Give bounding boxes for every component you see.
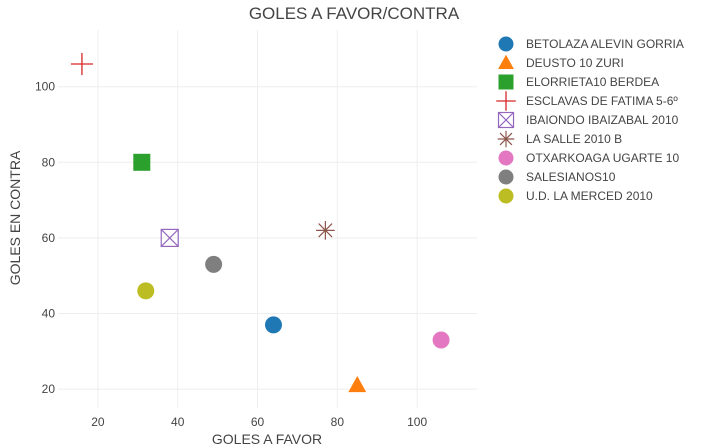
legend-symbol: [498, 54, 514, 69]
legend-item: BETOLAZA ALEVIN GORRIA: [498, 36, 684, 52]
data-point: [316, 220, 335, 240]
y-axis-title: GOLES EN CONTRA: [7, 150, 23, 285]
legend-item: OTXARKOAGA UGARTE 10: [498, 150, 679, 166]
legend-item: DEUSTO 10 ZURI: [498, 54, 624, 70]
x-tick-label: 80: [331, 415, 345, 429]
x-tick-label: 60: [251, 415, 265, 429]
legend-label: IBAIONDO IBAIZABAL 2010: [526, 113, 679, 127]
data-point: [133, 153, 151, 171]
legend-symbol: [496, 91, 516, 111]
y-tick-label: 20: [42, 382, 56, 396]
y-tick-label: 40: [42, 307, 56, 321]
data-points: [70, 52, 450, 393]
y-tick-label: 60: [42, 231, 56, 245]
marker-stroke: [160, 228, 179, 247]
legend-symbol: [498, 150, 514, 166]
y-tick-label: 100: [35, 80, 55, 94]
x-tick-label: 100: [407, 415, 427, 429]
legend-item: SALESIANOS10: [498, 169, 616, 185]
legend-item: ESCLAVAS DE FATIMA 5-6º: [496, 91, 678, 111]
axis-ticks: 20 40 60 80 100 20 40 60 80 100: [35, 80, 428, 429]
data-point: [137, 282, 155, 300]
legend: BETOLAZA ALEVIN GORRIA DEUSTO 10 ZURI ELOR…: [496, 36, 684, 204]
legend-symbol: [498, 188, 514, 204]
y-tick-label: 80: [42, 155, 56, 169]
legend-symbol: [498, 169, 514, 185]
data-point: [264, 316, 282, 334]
legend-label: U.D. LA MERCED 2010: [526, 189, 653, 203]
grid-lines: [58, 30, 477, 408]
x-tick-label: 40: [171, 415, 185, 429]
legend-symbol: [498, 36, 514, 52]
legend-item: IBAIONDO IBAIZABAL 2010: [497, 111, 679, 129]
legend-symbol: [497, 130, 515, 148]
data-point: [70, 52, 93, 76]
x-tick-label: 20: [91, 415, 105, 429]
data-point: [205, 255, 223, 273]
marker-stroke: [499, 132, 513, 146]
legend-label: SALESIANOS10: [526, 170, 616, 184]
data-point: [160, 228, 179, 247]
legend-label: BETOLAZA ALEVIN GORRIA: [526, 37, 684, 51]
marker-stroke: [318, 223, 333, 238]
marker-stroke: [498, 112, 514, 128]
legend-label: ELORRIETA10 BERDEA: [526, 75, 659, 89]
marker-stroke: [160, 228, 179, 247]
x-axis-title: GOLES A FAVOR: [212, 431, 322, 447]
legend-symbol: [498, 74, 514, 90]
legend-label: LA SALLE 2010 B: [526, 132, 622, 146]
legend-item: ELORRIETA10 BERDEA: [498, 74, 659, 90]
legend-label: OTXARKOAGA UGARTE 10: [526, 151, 679, 165]
legend-symbol: [497, 111, 515, 129]
legend-label: DEUSTO 10 ZURI: [526, 56, 624, 70]
legend-item: LA SALLE 2010 B: [497, 130, 622, 148]
data-point: [348, 375, 367, 393]
data-point: [432, 331, 450, 349]
marker-stroke: [497, 111, 515, 129]
chart-title: GOLES A FAVOR/CONTRA: [249, 4, 460, 23]
legend-item: U.D. LA MERCED 2010: [498, 188, 653, 204]
legend-label: ESCLAVAS DE FATIMA 5-6º: [526, 94, 678, 108]
